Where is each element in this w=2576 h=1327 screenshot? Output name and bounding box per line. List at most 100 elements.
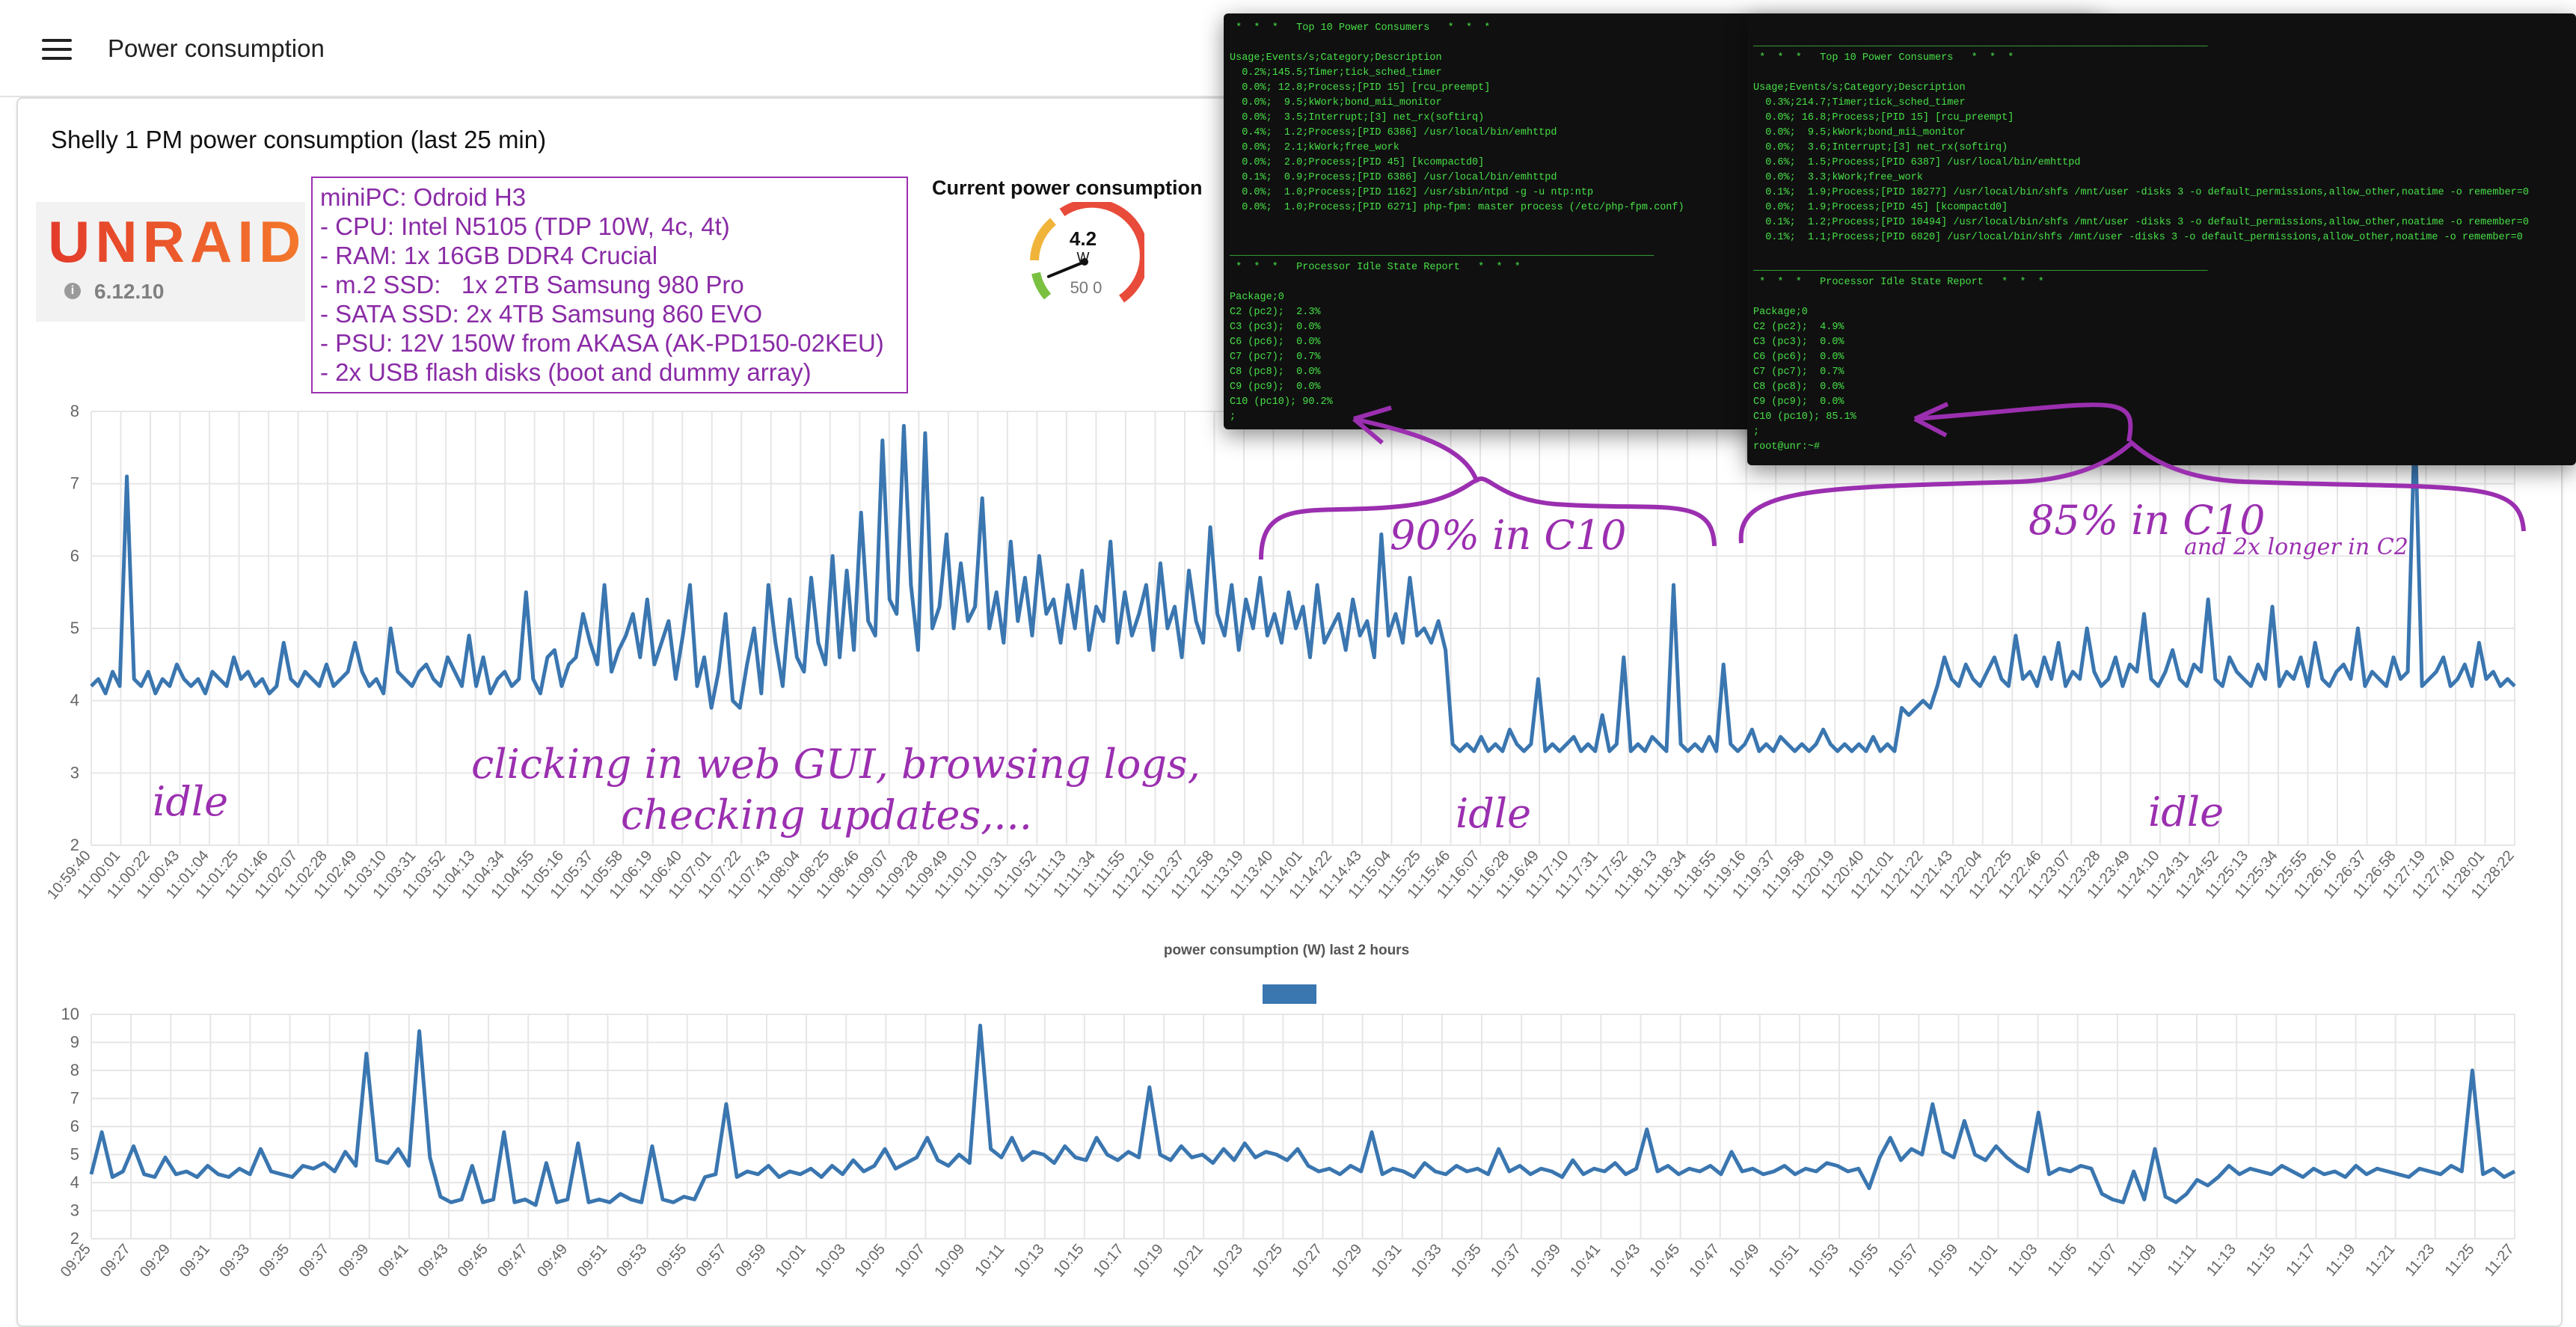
x-tick-label: 10:13 bbox=[1011, 1241, 1048, 1280]
x-tick-label: 09:45 bbox=[455, 1241, 491, 1280]
hardware-spec-box: miniPC: Odroid H3 - CPU: Intel N5105 (TD… bbox=[311, 177, 908, 393]
spec-line: - m.2 SSD: 1x 2TB Samsung 980 Pro bbox=[320, 271, 744, 298]
x-tick-label: 11:23 bbox=[2402, 1241, 2438, 1279]
x-tick-label: 09:59 bbox=[733, 1241, 770, 1280]
card-title: Shelly 1 PM power consumption (last 25 m… bbox=[51, 126, 547, 153]
power-chart-2hours: 09:25 09:27 09:29 09:31 09:33 09:35 09:37 09:39… bbox=[58, 1005, 2518, 1281]
y-tick-label: 6 bbox=[70, 1117, 79, 1136]
x-tick-label: 10:55 bbox=[1845, 1241, 1882, 1280]
x-tick-label: 10:09 bbox=[931, 1241, 968, 1280]
x-tick-label: 09:51 bbox=[574, 1241, 610, 1280]
power-chart-25min: 10:59:4011:00:0111:00:2211:00:4311:01:04… bbox=[45, 402, 2518, 903]
unraid-version: 6.12.10 bbox=[94, 280, 165, 303]
spec-line: - RAM: 1x 16GB DDR4 Crucial bbox=[320, 242, 658, 269]
x-tick-label: 11:11 bbox=[2165, 1241, 2200, 1278]
gauge-range: 50 0 bbox=[1056, 278, 1116, 298]
x-tick-label: 10:57 bbox=[1885, 1241, 1922, 1280]
unraid-logo: UNRAID bbox=[48, 209, 307, 275]
x-tick-label: 11:09 bbox=[2124, 1241, 2160, 1279]
annotation-c2-note: and 2x longer in C2 bbox=[2184, 534, 2408, 560]
gauge-title: Current power consumption bbox=[932, 177, 1203, 199]
annotation-idle-3: idle bbox=[2148, 788, 2224, 836]
spec-line: - CPU: Intel N5105 (TDP 10W, 4c, 4t) bbox=[320, 212, 730, 240]
x-tick-label: 09:37 bbox=[295, 1241, 332, 1280]
gauge-red-band bbox=[1059, 202, 1144, 303]
x-tick-label: 10:51 bbox=[1766, 1241, 1803, 1280]
gauge-hub bbox=[1081, 258, 1088, 266]
hamburger-menu-icon[interactable] bbox=[42, 39, 72, 60]
x-tick-label: 10:43 bbox=[1607, 1241, 1643, 1280]
x-tick-label: 09:29 bbox=[137, 1241, 174, 1280]
gauge-value: 4.2 bbox=[1069, 227, 1097, 250]
x-tick-label: 10:07 bbox=[892, 1241, 928, 1280]
x-tick-label: 10:15 bbox=[1051, 1241, 1088, 1280]
x-tick-label: 10:17 bbox=[1091, 1241, 1127, 1280]
x-tick-label: 09:55 bbox=[654, 1241, 690, 1280]
chart2-title: power consumption (W) last 2 hours bbox=[1163, 943, 1410, 958]
x-tick-label: 09:41 bbox=[375, 1241, 412, 1280]
x-tick-label: 10:49 bbox=[1726, 1241, 1763, 1280]
x-tick-label: 09:31 bbox=[177, 1241, 213, 1280]
terminal2-text: ________________________________________… bbox=[1753, 37, 2529, 453]
powertop-terminal-2[interactable]: ________________________________________… bbox=[1747, 13, 2576, 465]
x-tick-label: 10:05 bbox=[852, 1241, 889, 1280]
x-tick-label: 10:03 bbox=[812, 1241, 849, 1280]
y-tick-label: 3 bbox=[70, 1201, 79, 1220]
x-tick-label: 10:45 bbox=[1646, 1241, 1683, 1280]
y-tick-label: 8 bbox=[70, 1061, 79, 1079]
x-tick-label: 10:41 bbox=[1567, 1241, 1604, 1280]
x-tick-label: 09:53 bbox=[613, 1241, 650, 1280]
chart2-legend-swatch[interactable] bbox=[1263, 984, 1316, 1004]
x-tick-label: 10:39 bbox=[1527, 1241, 1564, 1280]
series-line bbox=[90, 417, 2516, 753]
x-tick-label: 10:31 bbox=[1369, 1241, 1405, 1280]
x-tick-label: 11:05 bbox=[2044, 1241, 2080, 1279]
x-tick-label: 10:11 bbox=[972, 1241, 1008, 1279]
terminal1-text: * * * Top 10 Power Consumers * * * Usage… bbox=[1230, 22, 1684, 423]
x-tick-label: 10:35 bbox=[1448, 1241, 1485, 1280]
y-tick-label: 7 bbox=[70, 474, 79, 493]
x-tick-label: 10:21 bbox=[1170, 1241, 1206, 1280]
spec-line: miniPC: Odroid H3 bbox=[320, 183, 527, 211]
x-tick-label: 11:21 bbox=[2362, 1241, 2398, 1279]
gauge-max: 50 bbox=[1070, 278, 1089, 297]
x-tick-label: 11:25 bbox=[2442, 1241, 2478, 1279]
x-tick-label: 11:15 bbox=[2243, 1241, 2279, 1279]
gauge-needle bbox=[1046, 260, 1086, 278]
x-tick-label: 09:27 bbox=[97, 1241, 134, 1280]
y-tick-label: 7 bbox=[70, 1089, 79, 1108]
y-tick-label: 4 bbox=[70, 1173, 79, 1192]
y-tick-label: 3 bbox=[70, 763, 79, 782]
x-tick-label: 10:19 bbox=[1130, 1241, 1167, 1280]
y-tick-label: 5 bbox=[70, 619, 79, 637]
x-tick-label: 10:29 bbox=[1328, 1241, 1365, 1280]
y-tick-label: 8 bbox=[70, 402, 79, 420]
gauge-green-band bbox=[1031, 272, 1052, 300]
x-tick-label: 10:25 bbox=[1249, 1241, 1286, 1280]
annotation-clicking-line2: checking updates,... bbox=[621, 791, 1032, 839]
spec-line: - PSU: 12V 150W from AKASA (AK-PD150-02K… bbox=[320, 329, 884, 357]
annotation-c10-85: 85% in C10 bbox=[2028, 497, 2266, 544]
spec-line: - SATA SSD: 2x 4TB Samsung 860 EVO bbox=[320, 300, 763, 328]
x-tick-label: 10:37 bbox=[1488, 1241, 1524, 1280]
annotation-idle-2: idle bbox=[1456, 790, 1532, 837]
annotation-idle-1: idle bbox=[153, 778, 229, 825]
x-tick-label: 10:59 bbox=[1925, 1241, 1961, 1280]
x-tick-label: 11:03 bbox=[2005, 1241, 2040, 1279]
x-tick-label: 09:43 bbox=[415, 1241, 452, 1280]
y-tick-label: 2 bbox=[70, 836, 79, 854]
x-tick-label: 09:47 bbox=[494, 1241, 531, 1280]
y-tick-label: 2 bbox=[70, 1229, 79, 1248]
x-tick-label: 10:27 bbox=[1289, 1241, 1325, 1280]
x-tick-label: 10:53 bbox=[1806, 1241, 1842, 1280]
x-tick-label: 11:19 bbox=[2322, 1241, 2358, 1279]
x-tick-label: 09:57 bbox=[693, 1241, 730, 1280]
x-tick-label: 10:01 bbox=[773, 1241, 809, 1280]
x-tick-label: 09:35 bbox=[256, 1241, 292, 1280]
x-tick-label: 10:33 bbox=[1408, 1241, 1445, 1280]
annotation-clicking-line1: clicking in web GUI, browsing logs, bbox=[471, 741, 1200, 788]
x-tick-label: 10:23 bbox=[1209, 1241, 1246, 1280]
x-tick-label: 11:13 bbox=[2204, 1241, 2239, 1279]
x-tick-label: 09:49 bbox=[534, 1241, 571, 1280]
x-tick-label: 09:33 bbox=[216, 1241, 253, 1280]
